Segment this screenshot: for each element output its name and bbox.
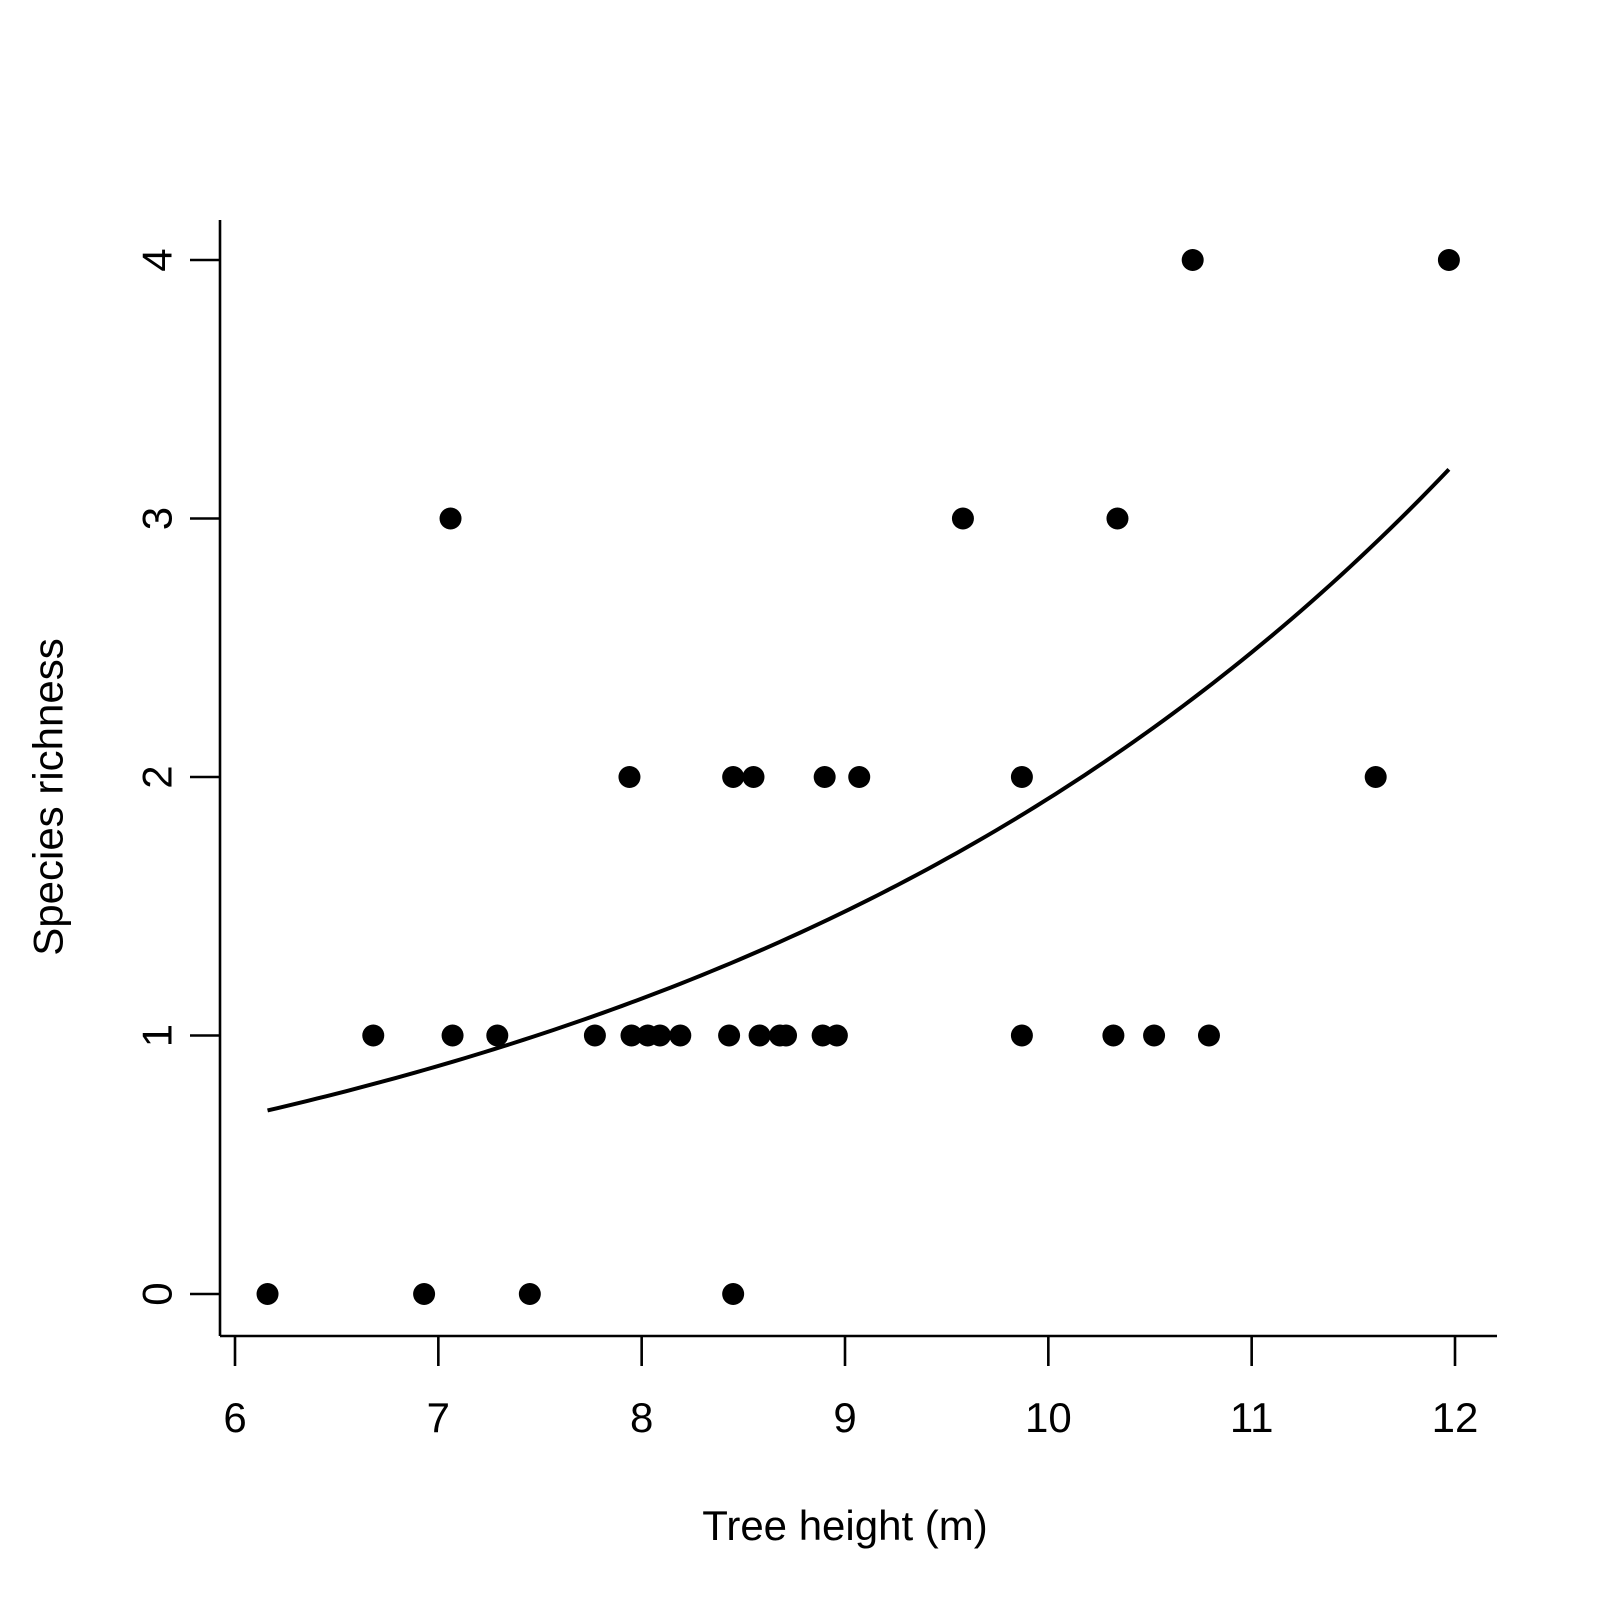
data-point xyxy=(441,1024,464,1047)
y-tick-label: 2 xyxy=(134,765,181,788)
data-point xyxy=(722,766,745,788)
x-tick-label: 12 xyxy=(1432,1394,1479,1441)
data-point xyxy=(1102,1024,1125,1047)
data-point xyxy=(413,1283,436,1305)
data-point xyxy=(1181,249,1204,271)
y-axis-title: Species richness xyxy=(25,638,72,955)
data-point xyxy=(1010,1024,1033,1047)
data-point xyxy=(1197,1024,1220,1047)
data-point xyxy=(256,1283,279,1305)
data-point xyxy=(1364,766,1387,788)
fit-line-group xyxy=(267,468,1451,1113)
data-point xyxy=(775,1024,798,1047)
data-point xyxy=(748,1024,771,1047)
data-point xyxy=(825,1024,848,1047)
x-axis-title: Tree height (m) xyxy=(702,1502,988,1549)
x-tick-label: 8 xyxy=(630,1394,653,1441)
fit-curve xyxy=(267,468,1451,1113)
x-tick-label: 9 xyxy=(833,1394,856,1441)
x-tick-label: 6 xyxy=(223,1394,246,1441)
x-tick-label: 11 xyxy=(1230,1394,1274,1441)
data-point xyxy=(1437,249,1460,271)
data-point xyxy=(439,507,462,530)
data-point xyxy=(722,1283,745,1305)
data-point xyxy=(1106,507,1129,530)
data-point xyxy=(718,1024,741,1047)
data-point xyxy=(1143,1024,1166,1047)
data-point xyxy=(620,1024,643,1047)
x-tick-label: 10 xyxy=(1025,1394,1072,1441)
y-tick-label: 0 xyxy=(134,1282,181,1305)
y-tick-label: 4 xyxy=(134,248,181,271)
data-point xyxy=(518,1283,541,1305)
data-point xyxy=(486,1024,509,1047)
data-point xyxy=(742,766,765,788)
data-point xyxy=(813,766,836,788)
data-point xyxy=(951,507,974,530)
data-points xyxy=(256,249,1460,1305)
data-point xyxy=(362,1024,385,1047)
y-tick-label: 1 xyxy=(134,1024,181,1047)
data-point xyxy=(583,1024,606,1047)
x-tick-label: 7 xyxy=(427,1394,450,1441)
data-point xyxy=(848,766,871,788)
data-point xyxy=(648,1024,671,1047)
y-tick-label: 3 xyxy=(134,507,181,530)
data-point xyxy=(669,1024,692,1047)
data-point xyxy=(618,766,641,788)
data-point xyxy=(1010,766,1033,788)
